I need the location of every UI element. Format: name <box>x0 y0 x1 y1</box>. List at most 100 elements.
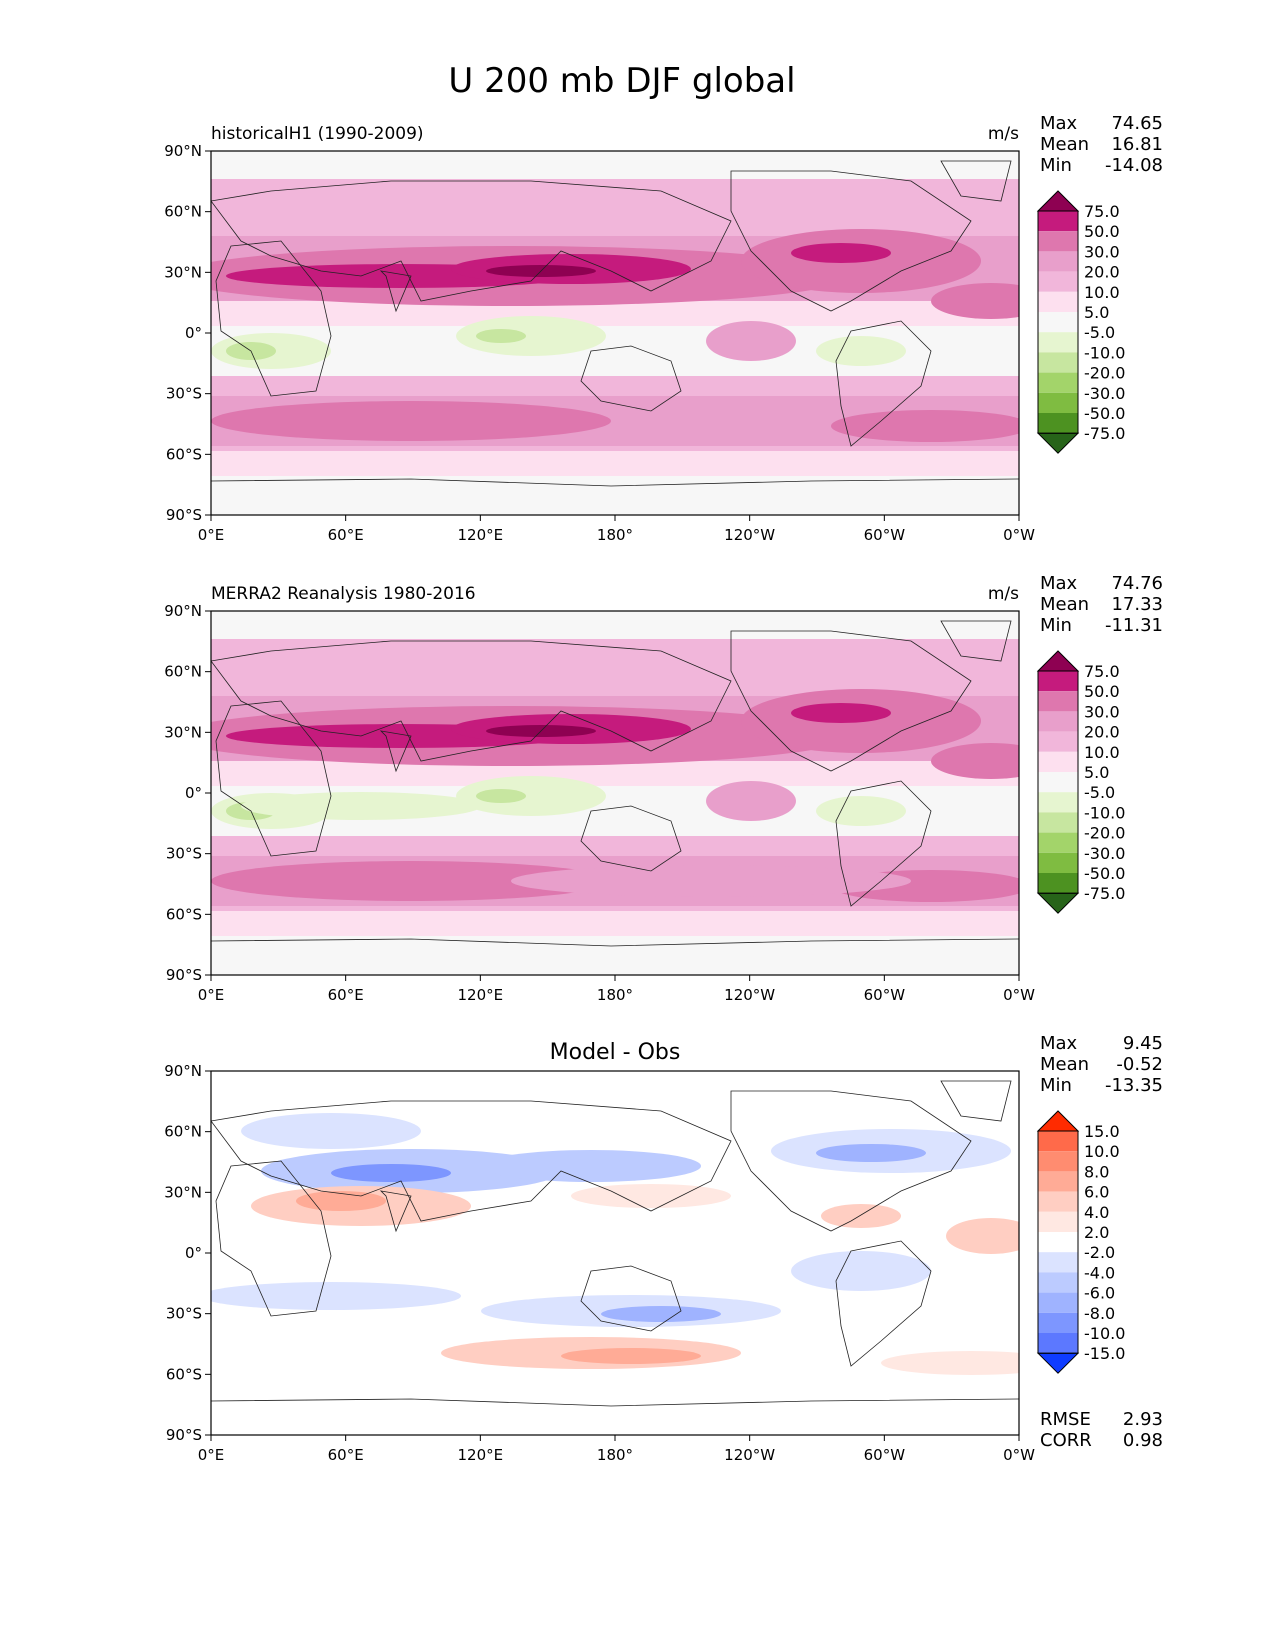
colorbar-obs-swatch <box>1038 772 1078 793</box>
colorbar-obs-label: 75.0 <box>1084 662 1120 681</box>
x-tick-label: 120°W <box>724 986 775 1004</box>
coast-south-america <box>835 1240 932 1367</box>
y-tick-label: 90°N <box>164 142 202 160</box>
colorbar-model-swatch <box>1038 271 1078 292</box>
colorbar-obs-swatch <box>1038 731 1078 752</box>
colorbar-diff-label: 4.0 <box>1084 1203 1109 1222</box>
colorbar-diff-swatch <box>1038 1211 1078 1232</box>
field-jet-atlantic-core <box>791 703 891 723</box>
colorbar-model-bottom-extend <box>1036 432 1080 454</box>
map-fill-obs <box>211 611 1019 975</box>
stat-value: 74.65 <box>1111 113 1163 134</box>
colorbar-obs-label: 20.0 <box>1084 723 1120 742</box>
coast-eurasia <box>211 640 732 762</box>
coast-north-america <box>730 1090 972 1232</box>
diff-neg-atlantic-core <box>816 1144 926 1162</box>
colorbar-model-label: -30.0 <box>1084 384 1125 403</box>
colorbar-model-swatch <box>1038 211 1078 232</box>
diff-pos-satlantic <box>881 1351 1019 1375</box>
colorbar-model-swatch <box>1038 332 1078 353</box>
colorbar-obs-swatch <box>1038 691 1078 712</box>
colorbar-model-label: -20.0 <box>1084 364 1125 383</box>
diff-pos-southern-core <box>561 1348 701 1364</box>
y-tick-label: 60°N <box>164 203 202 221</box>
colorbar-obs-label: -5.0 <box>1084 783 1115 802</box>
x-tick-label: 180° <box>597 986 633 1004</box>
colorbar-diff: 15.010.08.0 6.04.02.0-2.0-4.0 -6.0-8.0-10.… <box>1036 1110 1125 1374</box>
diff-neg-asia-core <box>331 1164 451 1182</box>
colorbar-model-label: -10.0 <box>1084 343 1125 362</box>
panel-diff: 0°E 60°E 120°E 180° 120°W 60°W 0°W 90°N 60°N 30°N… <box>164 1033 1163 1464</box>
x-tick-label: 120°W <box>724 1446 775 1464</box>
x-tick-label: 0°W <box>1003 1446 1035 1464</box>
diff-neg-pacific-jet <box>481 1150 701 1182</box>
y-tick-label: 90°N <box>164 602 202 620</box>
figure-title: U 200 mb DJF global <box>448 61 795 101</box>
colorbar-diff-label: 6.0 <box>1084 1183 1109 1202</box>
stat-label: Min <box>1040 155 1072 176</box>
colorbar-obs-label: -75.0 <box>1084 884 1125 903</box>
coast-greenland <box>940 1080 1012 1122</box>
y-tick-label: 60°S <box>166 445 202 463</box>
stat-label: Min <box>1040 615 1072 636</box>
field-easterly-maritime-core <box>476 329 526 343</box>
coast-africa <box>215 700 332 857</box>
colorbar-obs-top-extend <box>1036 650 1080 672</box>
y-tick-label: 60°N <box>164 1123 202 1141</box>
colorbar-diff-label: -6.0 <box>1084 1284 1115 1303</box>
x-tick-label: 120°E <box>458 1446 504 1464</box>
field-jet-sh-atlantic <box>831 410 1019 442</box>
stat-value: 17.33 <box>1111 594 1163 615</box>
coast-africa <box>215 1160 332 1317</box>
colorbar-model-label: -75.0 <box>1084 424 1125 443</box>
colorbar-model-frame <box>1037 210 1079 434</box>
colorbar-model-label: 5.0 <box>1084 303 1109 322</box>
colorbar-model-label: 50.0 <box>1084 222 1120 241</box>
field-jet-eastatl <box>931 743 1019 779</box>
map-model[interactable] <box>171 150 1051 516</box>
field-easterly-maritime-core <box>476 789 526 803</box>
field-jet-sh-indian <box>211 861 611 901</box>
x-tick-label: 60°W <box>864 986 906 1004</box>
colorbar-obs-swatch <box>1038 751 1078 772</box>
colorbar-diff-label: -8.0 <box>1084 1304 1115 1323</box>
colorbar-obs-label: 5.0 <box>1084 763 1109 782</box>
diff-neg-arctic-pacific <box>241 1113 421 1149</box>
colorbar-diff-swatch <box>1038 1151 1078 1172</box>
stat-label: Mean <box>1040 1054 1089 1075</box>
colorbar-obs-bottom-extend <box>1036 892 1080 914</box>
y-tick-label: 60°S <box>166 1365 202 1383</box>
map-diff[interactable] <box>201 1070 1061 1436</box>
colorbar-model-label: 20.0 <box>1084 263 1120 282</box>
field-easterly-maritime <box>456 316 606 356</box>
coast-greenland <box>940 620 1012 662</box>
field-jet-sh-indian <box>211 401 611 441</box>
x-tick-label: 60°W <box>864 526 906 544</box>
colorbar-diff-label: 2.0 <box>1084 1223 1109 1242</box>
x-tick-label: 60°E <box>328 1446 364 1464</box>
diff-pos-caribbean <box>821 1204 901 1228</box>
map-obs[interactable] <box>171 610 1051 976</box>
colorbar-obs-swatch <box>1038 792 1078 813</box>
stat-label: Mean <box>1040 134 1089 155</box>
diff-pos-eastatl <box>946 1218 1019 1254</box>
x-tick-label: 60°E <box>328 526 364 544</box>
colorbar-diff-bottom-extend <box>1036 1352 1080 1374</box>
field-jet-eastatl <box>931 283 1019 319</box>
stat-value: -0.52 <box>1116 1054 1163 1075</box>
y-tick-label: 0° <box>185 1244 202 1262</box>
field-band-subtropic <box>211 301 1019 326</box>
coast-africa <box>215 240 332 397</box>
x-tick-label: 0°E <box>198 986 225 1004</box>
colorbar-model-swatch <box>1038 291 1078 312</box>
colorbar-model-swatch <box>1038 231 1078 252</box>
stat-value: 9.45 <box>1123 1033 1163 1054</box>
colorbar-diff-label: -4.0 <box>1084 1263 1115 1282</box>
colorbar-diff-swatch <box>1038 1312 1078 1333</box>
stat-value: -14.08 <box>1105 155 1163 176</box>
coast-antarctica <box>211 478 1019 487</box>
panel-title: MERRA2 Reanalysis 1980-2016 <box>211 584 476 604</box>
x-tick-label: 120°E <box>458 986 504 1004</box>
field-westerly-pacific <box>706 321 796 361</box>
y-tick-label: 30°N <box>164 263 202 281</box>
